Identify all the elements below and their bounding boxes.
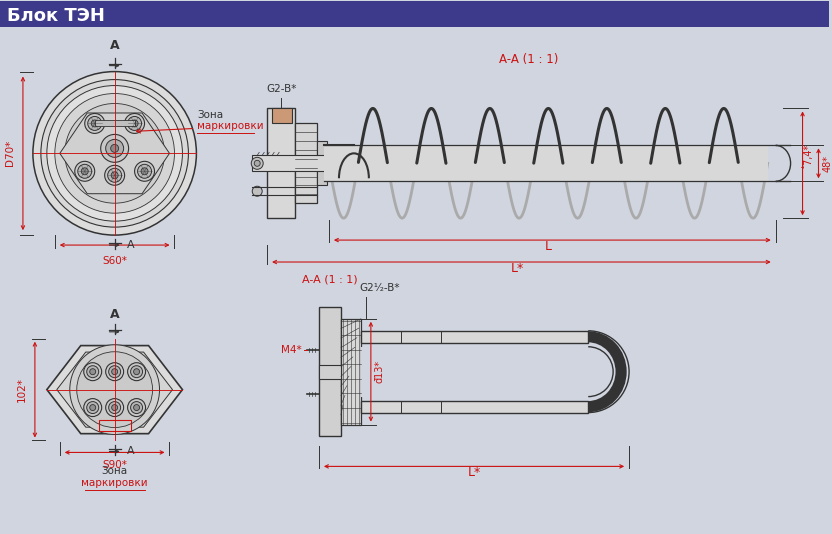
Text: G2-B*: G2-B* <box>266 83 296 93</box>
Polygon shape <box>60 113 170 194</box>
Circle shape <box>55 93 175 213</box>
Circle shape <box>92 120 98 127</box>
Bar <box>361 331 588 343</box>
Circle shape <box>84 363 102 381</box>
Bar <box>317 142 327 185</box>
Circle shape <box>77 352 152 428</box>
Bar <box>295 123 317 203</box>
Text: Зона: Зона <box>197 111 224 121</box>
Circle shape <box>85 113 105 134</box>
Circle shape <box>75 161 95 181</box>
Bar <box>319 365 341 379</box>
Circle shape <box>87 116 102 130</box>
Text: Блок ТЭН: Блок ТЭН <box>7 7 105 25</box>
Circle shape <box>87 366 99 378</box>
Bar <box>361 347 588 397</box>
Bar <box>361 400 588 413</box>
Text: S60*: S60* <box>102 256 127 266</box>
Circle shape <box>47 85 182 221</box>
Circle shape <box>127 116 141 130</box>
Circle shape <box>111 172 118 179</box>
Circle shape <box>252 186 262 196</box>
Circle shape <box>70 345 160 435</box>
Circle shape <box>111 368 117 375</box>
Text: 102*: 102* <box>17 377 27 402</box>
Text: S90*: S90* <box>102 460 127 470</box>
Circle shape <box>90 368 96 375</box>
Text: A-A (1 : 1): A-A (1 : 1) <box>498 53 558 66</box>
Circle shape <box>131 366 142 378</box>
Circle shape <box>137 164 151 178</box>
Circle shape <box>125 113 145 134</box>
Text: A: A <box>126 240 134 250</box>
Circle shape <box>109 402 121 413</box>
Text: маркировки: маркировки <box>82 478 148 488</box>
Circle shape <box>131 402 142 413</box>
Bar <box>95 121 135 127</box>
Text: đ13*: đ13* <box>375 360 385 383</box>
Circle shape <box>105 166 125 185</box>
Bar <box>319 307 341 436</box>
Polygon shape <box>47 345 182 434</box>
Circle shape <box>109 366 121 378</box>
Text: маркировки: маркировки <box>197 121 264 131</box>
Circle shape <box>141 168 148 175</box>
Bar <box>272 108 292 123</box>
Text: 48*: 48* <box>823 155 832 172</box>
Circle shape <box>107 168 121 182</box>
Circle shape <box>41 80 188 227</box>
Text: L*: L* <box>511 262 524 275</box>
Polygon shape <box>57 352 172 427</box>
Circle shape <box>77 164 92 178</box>
Circle shape <box>135 161 155 181</box>
Text: Зона: Зона <box>102 466 128 476</box>
Text: G2¹⁄₂-B*: G2¹⁄₂-B* <box>359 283 399 293</box>
Circle shape <box>127 363 146 381</box>
Circle shape <box>90 405 96 411</box>
Bar <box>0 1 830 27</box>
Text: L: L <box>545 240 552 253</box>
Circle shape <box>255 160 260 166</box>
Bar <box>341 319 361 425</box>
Bar <box>324 145 768 181</box>
Circle shape <box>106 363 124 381</box>
Text: M4*: M4* <box>281 345 302 355</box>
Circle shape <box>106 398 124 417</box>
Bar <box>267 108 295 218</box>
Text: A: A <box>110 38 120 52</box>
Bar <box>99 420 131 431</box>
Circle shape <box>251 158 263 169</box>
Text: A: A <box>110 308 120 321</box>
Text: A: A <box>126 446 134 457</box>
Text: A-A (1 : 1): A-A (1 : 1) <box>302 275 358 285</box>
Circle shape <box>111 405 117 411</box>
Circle shape <box>106 139 124 158</box>
Circle shape <box>127 398 146 417</box>
Circle shape <box>101 135 129 162</box>
Text: D70*: D70* <box>5 140 15 167</box>
Circle shape <box>131 120 138 127</box>
Text: L*: L* <box>468 466 481 480</box>
Circle shape <box>111 144 119 152</box>
Bar <box>252 155 327 171</box>
Circle shape <box>82 168 88 175</box>
Circle shape <box>65 104 165 203</box>
Circle shape <box>134 368 140 375</box>
Circle shape <box>33 72 196 235</box>
Circle shape <box>134 405 140 411</box>
Circle shape <box>87 402 99 413</box>
Text: ̐7,4*: ̐7,4* <box>806 148 818 168</box>
Circle shape <box>84 398 102 417</box>
